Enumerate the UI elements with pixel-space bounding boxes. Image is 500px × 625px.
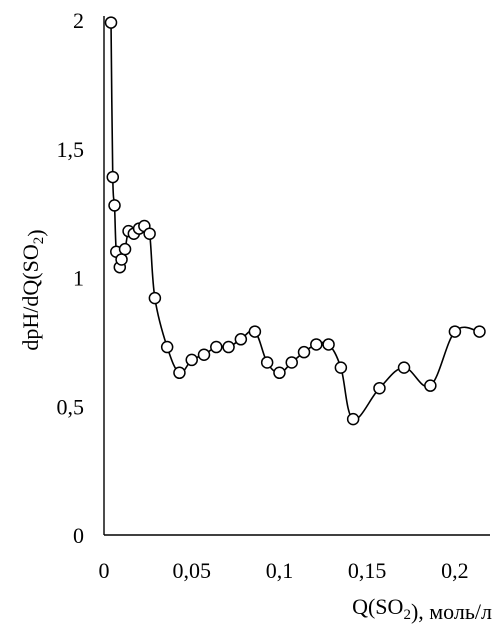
data-point bbox=[397, 361, 411, 374]
data-point bbox=[297, 345, 311, 359]
data-point bbox=[115, 253, 128, 266]
x-tick-label: 0,15 bbox=[348, 558, 387, 583]
data-markers bbox=[104, 16, 486, 426]
data-point bbox=[222, 340, 235, 354]
data-point bbox=[248, 325, 262, 338]
y-tick-label: 1,5 bbox=[57, 137, 85, 162]
data-point bbox=[143, 227, 156, 240]
data-point bbox=[185, 353, 198, 367]
data-point bbox=[197, 348, 211, 361]
data-point bbox=[346, 412, 360, 426]
data-point bbox=[118, 242, 132, 256]
y-axis-title: dpH/dQ(SO2) bbox=[18, 229, 48, 350]
x-tick-label: 0 bbox=[99, 558, 110, 583]
data-point bbox=[106, 170, 120, 184]
y-tick-label: 0,5 bbox=[57, 394, 85, 419]
tick-labels: 0 0,5 1 1,5 2 0 0,05 0,1 0,15 0,2 bbox=[57, 8, 469, 583]
data-point bbox=[173, 366, 186, 380]
data-point bbox=[273, 366, 286, 380]
data-point bbox=[108, 199, 121, 212]
data-point bbox=[448, 325, 462, 338]
data-point bbox=[285, 356, 298, 369]
data-point bbox=[104, 16, 118, 29]
data-point bbox=[234, 333, 248, 346]
y-tick-label: 2 bbox=[73, 8, 84, 33]
axes bbox=[103, 16, 490, 536]
data-point bbox=[334, 361, 348, 374]
data-point bbox=[373, 381, 386, 395]
x-tick-label: 0,2 bbox=[441, 558, 469, 583]
y-tick-label: 0 bbox=[73, 523, 84, 548]
data-point bbox=[260, 356, 274, 369]
y-tick-label: 1 bbox=[73, 266, 84, 291]
data-point bbox=[424, 379, 437, 392]
x-tick-label: 0,05 bbox=[172, 558, 211, 583]
data-point bbox=[310, 338, 323, 351]
data-point bbox=[210, 340, 223, 354]
data-point bbox=[322, 338, 335, 351]
x-axis-title: Q(SO2), моль/л bbox=[352, 594, 492, 624]
data-point bbox=[473, 325, 486, 338]
data-point bbox=[160, 340, 174, 354]
data-point bbox=[148, 291, 162, 305]
x-tick-label: 0,1 bbox=[266, 558, 294, 583]
